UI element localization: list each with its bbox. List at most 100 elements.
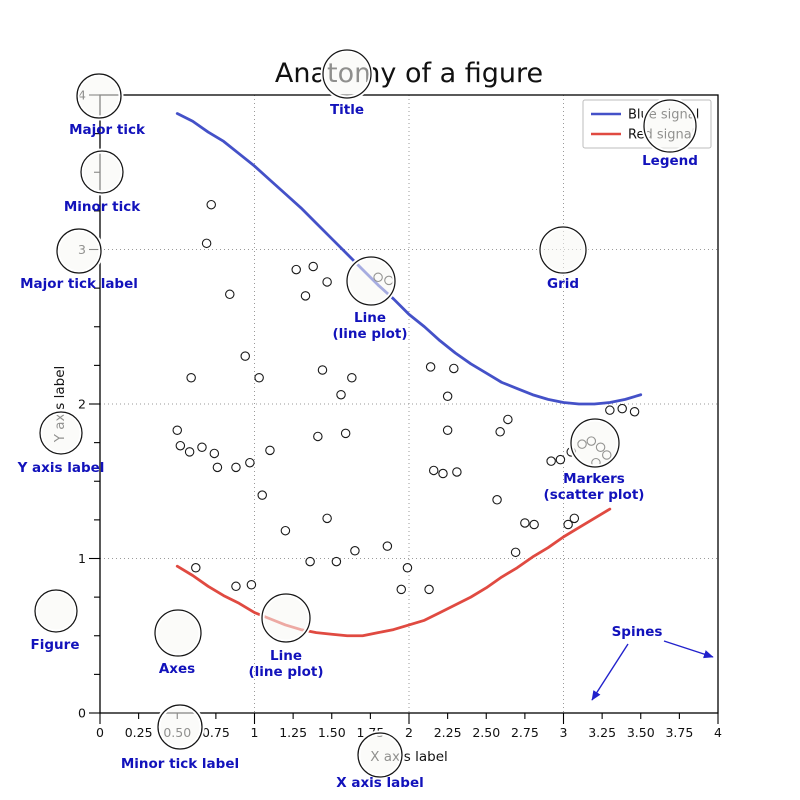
line-red-annotation-label: Line — [270, 648, 302, 664]
major-tick-annotation-label: Major tick — [69, 122, 146, 138]
grid-annotation-circle — [539, 226, 587, 274]
figure-title: Anatomy of a figure — [275, 58, 543, 89]
scatter-point — [245, 457, 255, 468]
x-minor-tick-label: 3.25 — [588, 725, 616, 740]
scatter-point — [280, 525, 291, 536]
scatter-point — [265, 445, 275, 456]
y-major-tick-label: 2 — [78, 397, 86, 412]
major-tick-annotation-circle — [76, 73, 122, 119]
scatter-point — [605, 405, 615, 415]
axes-annotation-circle — [154, 609, 202, 657]
scatter-point — [495, 427, 505, 437]
scatter-point — [308, 261, 318, 272]
markers-annotation-label: (scatter plot) — [544, 487, 645, 503]
blue-signal-line — [175, 112, 643, 406]
minor-tick-annotation-label: Minor tick — [64, 199, 141, 215]
scatter-point — [555, 454, 566, 465]
minor-tick-annotation-circle — [80, 150, 124, 194]
grid-annotation-label: Grid — [547, 276, 579, 292]
scatter-point — [231, 462, 241, 473]
figure-annotation-circle — [34, 589, 78, 633]
scatter-point — [382, 541, 393, 551]
x-minor-tick-label: 1.25 — [279, 725, 307, 740]
y-major-tick-label: 0 — [78, 706, 86, 721]
data-series — [175, 112, 643, 638]
scatter-point — [186, 372, 196, 383]
x-major-tick-label: 3 — [560, 725, 568, 740]
line-red-annotation-label: (line plot) — [248, 664, 323, 680]
spines-arrow — [663, 640, 714, 659]
legend-annotation-label: Legend — [642, 153, 698, 169]
scatter-point — [197, 442, 207, 453]
scatter-point — [347, 372, 357, 383]
scatter-point — [201, 238, 212, 249]
major-tick-label-annotation-circle — [56, 228, 102, 274]
scatter-point — [172, 425, 183, 436]
scatter-point — [300, 291, 311, 301]
scatter-point — [442, 391, 453, 402]
spines-arrow — [591, 643, 629, 701]
scatter-point — [184, 447, 195, 457]
scatter-point — [629, 406, 640, 417]
scatter-point — [563, 519, 573, 530]
scatter-point — [340, 428, 351, 439]
scatter-point — [212, 462, 223, 473]
minor-tick-label-annotation-circle — [157, 704, 203, 750]
scatter-point — [492, 495, 502, 505]
title-annotation-label: Title — [330, 102, 364, 118]
scatter-point — [402, 563, 413, 573]
x-major-tick-label: 4 — [714, 725, 722, 740]
annotation-callouts: Major tick Minor tick Major tick label Y ax… — [17, 47, 699, 791]
scatter-point — [254, 372, 264, 383]
y-axis-label-annotation-circle — [39, 411, 83, 455]
line-blue-annotation-label: (line plot) — [332, 326, 407, 342]
red-signal-line — [175, 507, 612, 638]
scatter-point — [529, 519, 539, 530]
line-red-annotation-circle — [261, 593, 311, 643]
scatter-point — [424, 584, 434, 595]
scatter-point — [452, 467, 462, 477]
x-minor-tick-label: 1.50 — [318, 725, 346, 740]
grid-lines — [100, 95, 718, 713]
scatter-point — [520, 518, 530, 528]
scatter-point — [428, 465, 439, 476]
x-minor-tick-label: 0.25 — [125, 725, 153, 740]
scatter-point — [322, 277, 332, 287]
scatter-point — [313, 431, 323, 442]
x-major-tick-label: 2 — [405, 725, 413, 740]
x-minor-tick-label: 2.50 — [472, 725, 500, 740]
scatter-point — [305, 556, 315, 567]
scatter-point — [442, 425, 453, 436]
spines-annotation: Spines — [591, 624, 714, 701]
scatter-point — [331, 556, 342, 567]
major-tick-label-annotation-label: Major tick label — [20, 276, 138, 292]
scatter-point — [396, 584, 407, 595]
spines-arrows — [591, 640, 714, 701]
x-minor-tick-label: 2.75 — [511, 725, 539, 740]
scatter-point — [503, 414, 513, 425]
scatter-point — [350, 546, 360, 556]
minor-tick-label-annotation-label: Minor tick label — [121, 756, 239, 772]
scatter-point — [425, 362, 436, 372]
axes-annotation-label: Axes — [159, 661, 195, 677]
line-blue-annotation-label: Line — [354, 310, 386, 326]
x-minor-tick-label: 0.75 — [202, 725, 230, 740]
scatter-point — [191, 563, 201, 573]
scatter-point — [225, 289, 235, 300]
scatter-point — [240, 351, 250, 361]
scatter-point — [209, 448, 220, 459]
x-minor-tick-label: 2.25 — [434, 725, 462, 740]
scatter-point — [231, 581, 241, 592]
scatter-point — [246, 580, 257, 590]
scatter-point — [317, 365, 328, 375]
x-axis-label-annotation-circle — [357, 732, 403, 778]
scatter-point — [175, 440, 186, 451]
scatter-point — [322, 513, 332, 524]
scatter-point — [438, 468, 448, 479]
legend-annotation-circle — [643, 99, 697, 153]
line-blue-annotation-circle — [346, 256, 396, 306]
scatter-point — [206, 199, 216, 210]
scatter-points — [172, 199, 640, 595]
y-major-tick-label: 1 — [78, 551, 86, 566]
